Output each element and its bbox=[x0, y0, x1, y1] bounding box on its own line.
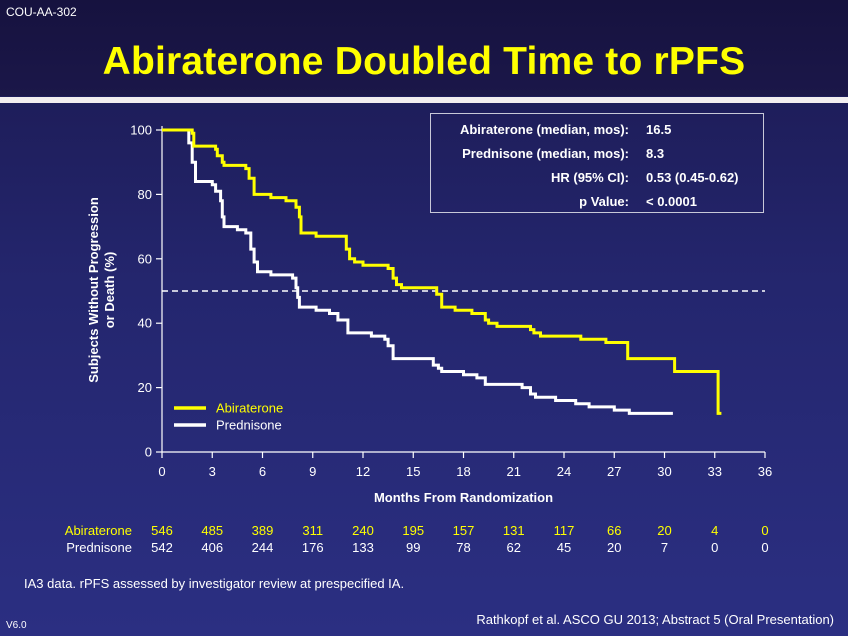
x-tick-label: 12 bbox=[356, 464, 370, 479]
stat-row-abiraterone-median: Abiraterone (median, mos): 16.5 bbox=[431, 122, 765, 140]
study-code: COU-AA-302 bbox=[6, 5, 77, 19]
x-tick-label: 27 bbox=[607, 464, 621, 479]
x-tick-label: 21 bbox=[507, 464, 521, 479]
footnote: IA3 data. rPFS assessed by investigator … bbox=[24, 576, 405, 591]
y-tick-label: 40 bbox=[138, 316, 152, 331]
risk-count-cell: 0 bbox=[761, 523, 769, 538]
stat-label: Prednisone (median, mos): bbox=[462, 146, 629, 161]
x-axis-title: Months From Randomization bbox=[374, 490, 553, 505]
x-tick-label: 36 bbox=[758, 464, 772, 479]
y-tick-label: 60 bbox=[138, 251, 152, 266]
risk-count-cell: 0 bbox=[711, 540, 719, 555]
risk-count-cell: 45 bbox=[556, 540, 572, 555]
risk-count-cell: 546 bbox=[151, 523, 173, 538]
km-curve-abiraterone bbox=[162, 128, 722, 415]
slide-title: Abiraterone Doubled Time to rPFS bbox=[102, 40, 746, 83]
x-tick-label: 9 bbox=[309, 464, 316, 479]
risk-count-cell: 157 bbox=[452, 523, 475, 538]
risk-count-cell: 195 bbox=[402, 523, 425, 538]
risk-count-cell: 131 bbox=[502, 523, 525, 538]
x-tick-label: 33 bbox=[708, 464, 722, 479]
stat-value: 0.53 (0.45-0.62) bbox=[646, 170, 739, 185]
y-tick-label: 100 bbox=[130, 123, 152, 138]
title-divider bbox=[0, 97, 848, 103]
stat-row-prednisone-median: Prednisone (median, mos): 8.3 bbox=[431, 146, 765, 164]
risk-count-cell: 78 bbox=[456, 540, 471, 555]
y-tick-label: 80 bbox=[138, 187, 152, 202]
x-tick-label: 18 bbox=[456, 464, 470, 479]
risk-count-cell: 4 bbox=[711, 523, 719, 538]
x-tick-label: 3 bbox=[209, 464, 216, 479]
legend-label-prednisone: Prednisone bbox=[216, 418, 282, 433]
stat-value: < 0.0001 bbox=[646, 194, 697, 209]
risk-row-label: Prednisone bbox=[66, 540, 132, 555]
risk-row-label: Abiraterone bbox=[64, 523, 132, 538]
stat-value: 16.5 bbox=[646, 122, 672, 137]
stat-row-p-value: p Value: < 0.0001 bbox=[431, 194, 765, 212]
x-tick-label: 0 bbox=[158, 464, 165, 479]
legend-label-abiraterone: Abiraterone bbox=[216, 401, 283, 416]
risk-count-cell: 133 bbox=[352, 540, 374, 555]
risk-count-cell: 542 bbox=[151, 540, 173, 555]
risk-count-cell: 20 bbox=[657, 523, 672, 538]
risk-count-cell: 0 bbox=[761, 540, 769, 555]
km-curve-prednisone bbox=[162, 128, 673, 415]
risk-row-abiraterone: Abiraterone 546 485 389 311 240 195 157 131 117 6… bbox=[0, 523, 848, 539]
risk-count-cell: 20 bbox=[607, 540, 622, 555]
risk-count-cell: 7 bbox=[660, 540, 669, 555]
risk-count-cell: 485 bbox=[201, 523, 224, 538]
citation: Rathkopf et al. ASCO GU 2013; Abstract 5… bbox=[476, 612, 834, 627]
version-label: V6.0 bbox=[6, 620, 27, 631]
x-tick-label: 24 bbox=[557, 464, 571, 479]
stat-value: 8.3 bbox=[646, 146, 665, 161]
y-axis-title-line: Subjects Without Progression bbox=[86, 197, 101, 383]
y-tick-label: 0 bbox=[145, 445, 152, 460]
header-band: COU-AA-302 Abiraterone Doubled Time to r… bbox=[0, 0, 848, 96]
risk-count-cell: 66 bbox=[607, 523, 622, 538]
risk-count-cell: 62 bbox=[506, 540, 521, 555]
y-axis-title: Subjects Without Progressionor Death (%) bbox=[86, 197, 117, 383]
stat-label: Abiraterone (median, mos): bbox=[459, 122, 629, 137]
risk-row-prednisone: Prednisone 542 406 244 176 133 99 78 62 45 20 7 0 0 bbox=[0, 540, 848, 556]
risk-count-cell: 99 bbox=[406, 540, 421, 555]
stat-label: p Value: bbox=[579, 194, 629, 209]
risk-count-cell: 244 bbox=[251, 540, 274, 555]
risk-count-cell: 311 bbox=[302, 523, 324, 538]
risk-count-cell: 117 bbox=[553, 523, 575, 538]
x-tick-label: 6 bbox=[259, 464, 266, 479]
y-tick-label: 20 bbox=[138, 380, 152, 395]
risk-count-cell: 240 bbox=[352, 523, 374, 538]
stat-row-hazard-ratio: HR (95% CI): 0.53 (0.45-0.62) bbox=[431, 170, 765, 188]
x-tick-label: 30 bbox=[657, 464, 671, 479]
stats-box: Abiraterone (median, mos): 16.5 Predniso… bbox=[430, 113, 764, 213]
x-tick-label: 15 bbox=[406, 464, 420, 479]
y-axis-title-line: or Death (%) bbox=[102, 252, 117, 329]
risk-count-cell: 389 bbox=[251, 523, 274, 538]
risk-count-cell: 406 bbox=[201, 540, 224, 555]
stat-label: HR (95% CI): bbox=[550, 170, 629, 185]
risk-count-cell: 176 bbox=[301, 540, 324, 555]
